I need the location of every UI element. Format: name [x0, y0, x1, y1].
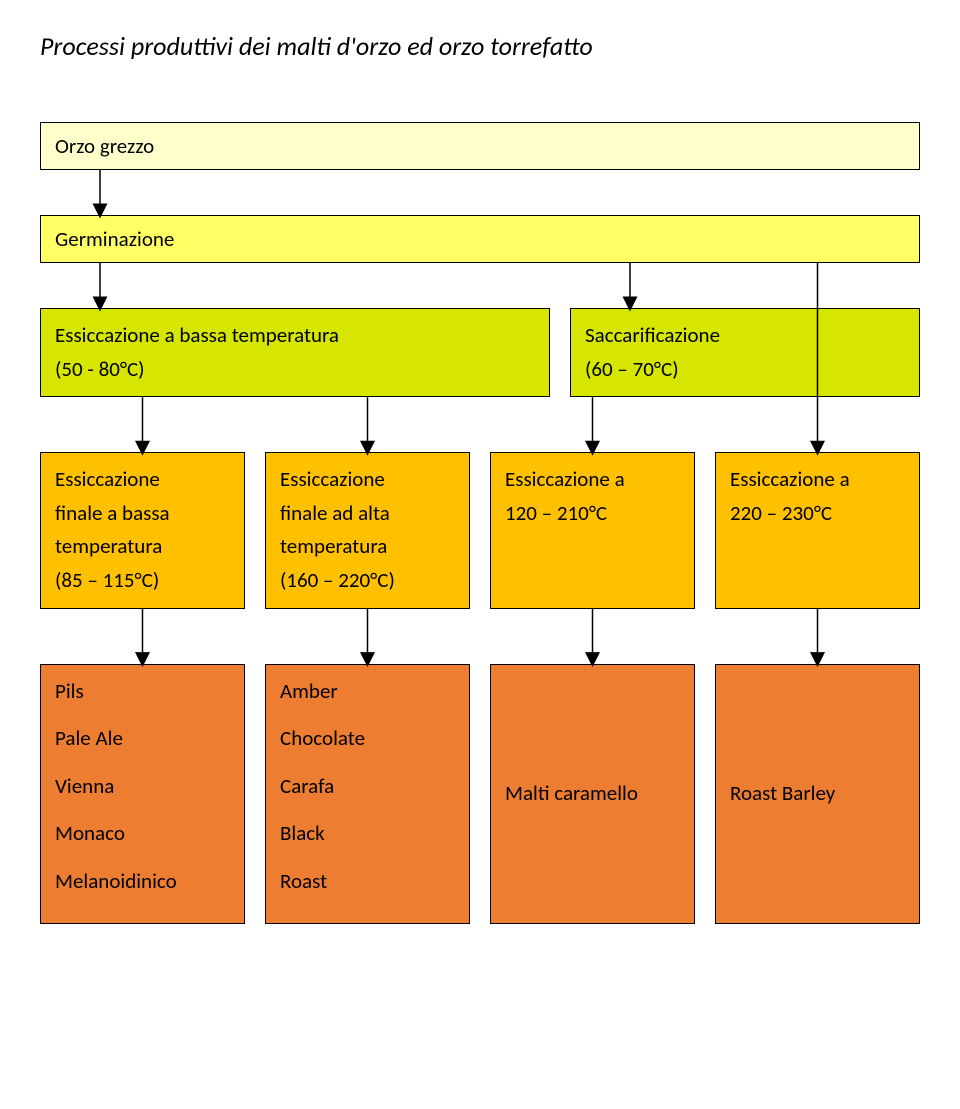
text-line: Black [280, 817, 455, 851]
text-line: Monaco [55, 817, 230, 851]
text-line: Roast Barley [730, 777, 835, 811]
text-line: Vienna [55, 770, 230, 804]
text-line: temperatura [55, 530, 230, 564]
text-line: Essiccazione a [505, 463, 680, 497]
box-malti-caramello: Malti caramello [490, 664, 695, 924]
box-germinazione: Germinazione [40, 215, 920, 263]
box-essic-finale-alta: Essiccazione finale ad alta temperatura … [265, 452, 470, 608]
box-saccarificazione: Saccarificazione (60 – 70°C) [570, 308, 920, 397]
text-line: Pale Ale [55, 722, 230, 756]
row-4: Essiccazione finale a bassa temperatura … [40, 452, 920, 608]
text-line: Carafa [280, 770, 455, 804]
text-line: Essiccazione [280, 463, 455, 497]
page-title: Processi produttivi dei malti d'orzo ed … [40, 30, 920, 62]
text-line: finale a bassa [55, 497, 230, 531]
text-line: Chocolate [280, 722, 455, 756]
text-line: 120 – 210°C [505, 497, 680, 531]
box-essiccazione-bassa: Essiccazione a bassa temperatura (50 - 8… [40, 308, 550, 397]
row-3: Essiccazione a bassa temperatura (50 - 8… [40, 308, 920, 397]
text-line: 220 – 230°C [730, 497, 905, 531]
box-essic-220-230: Essiccazione a 220 – 230°C [715, 452, 920, 608]
diagram-wrap: Processi produttivi dei malti d'orzo ed … [40, 30, 920, 924]
text-line: (50 - 80°C) [55, 353, 535, 387]
text-line: Essiccazione [55, 463, 230, 497]
box-essic-120-210: Essiccazione a 120 – 210°C [490, 452, 695, 608]
text-line: finale ad alta [280, 497, 455, 531]
text-line: (60 – 70°C) [585, 353, 905, 387]
row-5: Pils Pale Ale Vienna Monaco Melanoidinic… [40, 664, 920, 924]
text-line: Essiccazione a [730, 463, 905, 497]
text-line: temperatura [280, 530, 455, 564]
box-essic-finale-bassa: Essiccazione finale a bassa temperatura … [40, 452, 245, 608]
text-line: Malti caramello [505, 777, 638, 811]
text-line: Amber [280, 675, 455, 709]
text-line: Melanoidinico [55, 865, 230, 899]
text-line: (85 – 115°C) [55, 564, 230, 598]
box-orzo-grezzo: Orzo grezzo [40, 122, 920, 170]
box-malts-light: Pils Pale Ale Vienna Monaco Melanoidinic… [40, 664, 245, 924]
text-line: Saccarificazione [585, 319, 905, 353]
box-roast-barley: Roast Barley [715, 664, 920, 924]
text-line: Essiccazione a bassa temperatura [55, 319, 535, 353]
text-line: (160 – 220°C) [280, 564, 455, 598]
box-malts-dark: Amber Chocolate Carafa Black Roast [265, 664, 470, 924]
text-line: Pils [55, 675, 230, 709]
text-line: Roast [280, 865, 455, 899]
